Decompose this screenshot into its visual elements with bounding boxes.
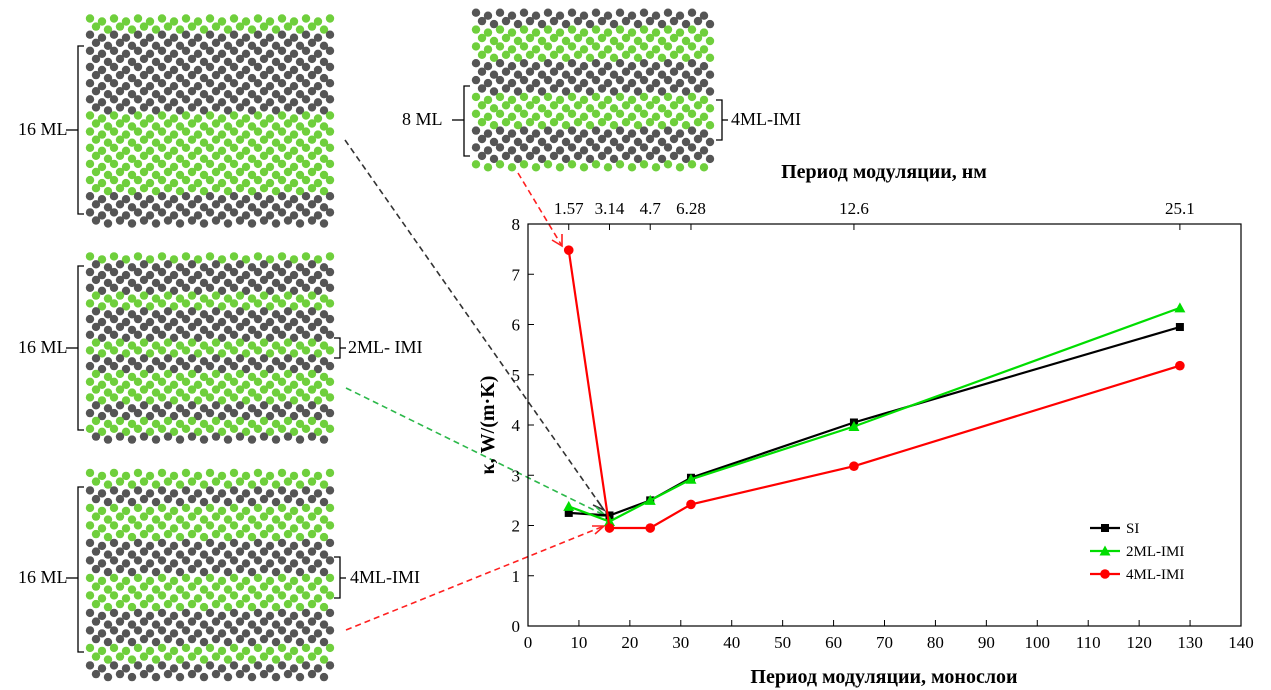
arrow-green bbox=[345, 387, 607, 517]
data-point bbox=[604, 523, 615, 533]
data-point bbox=[644, 494, 656, 505]
y-axis-label: κ, W/(m·K) bbox=[477, 376, 499, 475]
data-point bbox=[563, 245, 574, 255]
x-tick-label: 30 bbox=[672, 633, 689, 652]
structure-3-side-label: 4ML-IMI bbox=[350, 567, 420, 587]
structure-panel-2 bbox=[85, 252, 335, 444]
x2-tick-label: 3.14 bbox=[595, 199, 625, 218]
y-tick-label: 7 bbox=[512, 265, 521, 284]
x-tick-label: 50 bbox=[774, 633, 791, 652]
y-tick-label: 8 bbox=[512, 215, 521, 234]
structure-2-side-label: 2ML- IMI bbox=[348, 337, 423, 357]
structure-1-label: 16 ML bbox=[18, 119, 68, 139]
x2-tick-label: 12.6 bbox=[839, 199, 869, 218]
structure-panel-3 bbox=[85, 468, 335, 682]
legend-marker bbox=[1099, 545, 1111, 556]
data-point bbox=[1175, 323, 1184, 332]
y-tick-label: 1 bbox=[512, 567, 521, 586]
x2-tick-label: 6.28 bbox=[676, 199, 706, 218]
structure-4-label: 8 ML bbox=[402, 109, 443, 129]
arrow-red-bottom bbox=[345, 525, 605, 631]
x-tick-label: 0 bbox=[524, 633, 533, 652]
x-tick-label: 70 bbox=[876, 633, 893, 652]
y-tick-label: 4 bbox=[512, 416, 521, 435]
x-tick-label: 20 bbox=[621, 633, 638, 652]
y-tick-label: 2 bbox=[512, 517, 521, 536]
x-tick-label: 140 bbox=[1228, 633, 1254, 652]
arrow-black bbox=[344, 139, 605, 511]
y-tick-label: 3 bbox=[512, 466, 521, 485]
series-si bbox=[564, 323, 1184, 520]
series-line bbox=[568, 306, 1181, 523]
series-4ml-imi bbox=[563, 245, 1185, 533]
x-axis-label: Период модуляции, монослои bbox=[750, 666, 1017, 688]
legend-marker bbox=[1100, 569, 1110, 579]
y-tick-label: 6 bbox=[512, 316, 521, 335]
structure-2-label: 16 ML bbox=[18, 337, 68, 357]
legend-item: 4ML-IMI bbox=[1090, 567, 1184, 583]
x2-axis-label: Период модуляции, нм bbox=[781, 161, 987, 183]
legend-label: SI bbox=[1126, 521, 1139, 537]
x2-tick-label: 4.7 bbox=[640, 199, 662, 218]
structure-3-label: 16 ML bbox=[18, 567, 68, 587]
data-point bbox=[564, 508, 573, 517]
data-point bbox=[645, 523, 656, 533]
x-tick-label: 60 bbox=[825, 633, 842, 652]
x-tick-label: 120 bbox=[1126, 633, 1152, 652]
series-2ml-imi bbox=[563, 302, 1186, 526]
data-point bbox=[1174, 302, 1186, 313]
x-tick-label: 100 bbox=[1025, 633, 1051, 652]
x-tick-label: 40 bbox=[723, 633, 740, 652]
series-line bbox=[568, 325, 1181, 517]
legend-label: 2ML-IMI bbox=[1126, 544, 1184, 560]
data-point bbox=[686, 499, 696, 510]
legend-label: 4ML-IMI bbox=[1126, 567, 1184, 583]
y-tick-label: 5 bbox=[512, 366, 521, 385]
structure-4-side-label: 4ML-IMI bbox=[731, 109, 801, 129]
x-tick-label: 90 bbox=[978, 633, 995, 652]
structure-panel-1 bbox=[85, 14, 335, 228]
series-line bbox=[567, 249, 1181, 530]
x-tick-label: 10 bbox=[570, 633, 587, 652]
arrow-red-top bbox=[517, 172, 563, 247]
data-point bbox=[563, 500, 575, 511]
data-point bbox=[848, 421, 860, 432]
data-point bbox=[1175, 360, 1185, 371]
data-point bbox=[849, 461, 859, 472]
plot-frame bbox=[527, 223, 1242, 627]
y-tick-label: 0 bbox=[512, 617, 521, 636]
legend-item: SI bbox=[1090, 521, 1139, 537]
x2-tick-label: 1.57 bbox=[554, 199, 584, 218]
x-tick-label: 130 bbox=[1177, 633, 1203, 652]
x-tick-label: 80 bbox=[927, 633, 944, 652]
legend-marker bbox=[1101, 524, 1109, 532]
x2-tick-label: 25.1 bbox=[1165, 199, 1195, 218]
legend-item: 2ML-IMI bbox=[1090, 544, 1184, 560]
data-point bbox=[685, 473, 697, 484]
x-tick-label: 110 bbox=[1076, 633, 1101, 652]
structure-panel-4 bbox=[471, 8, 715, 172]
data-point bbox=[605, 511, 614, 520]
